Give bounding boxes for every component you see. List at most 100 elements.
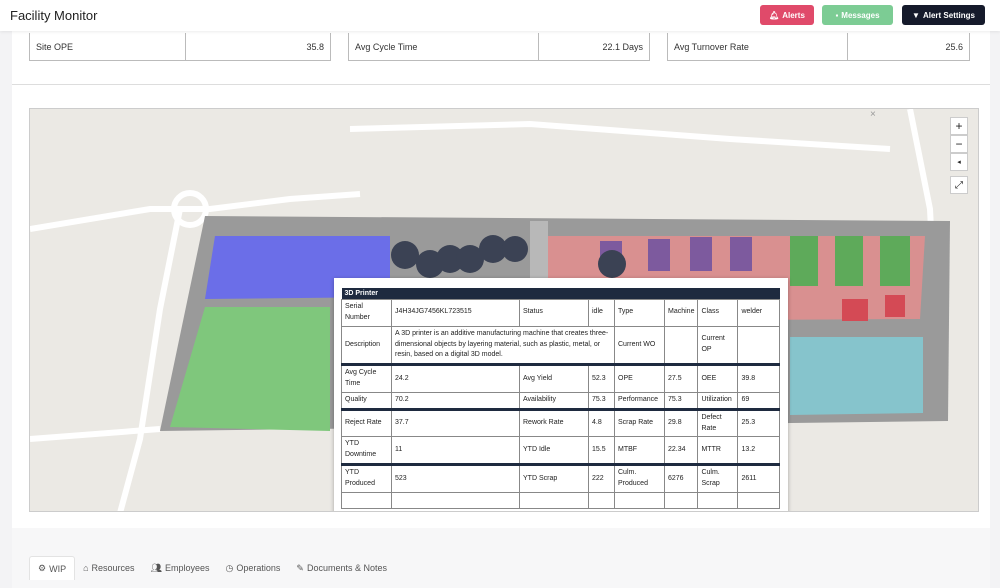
table-row: YTD Downtime 11 YTD Idle 15.5 MTBF 22.34 MTTR 1… xyxy=(341,436,780,466)
value: 52.3 xyxy=(588,363,615,393)
table-row: Avg Cycle Time 24.2 Avg Yield 52.3 OPE 27.5 OE… xyxy=(341,363,780,393)
tab-wip[interactable]: ⚙ WIP xyxy=(29,556,76,580)
tab-label: Resources xyxy=(91,563,135,573)
class-value: welder xyxy=(737,299,780,327)
label: Utilization xyxy=(697,391,739,410)
value: 6276 xyxy=(663,463,699,493)
tabs-area xyxy=(12,528,990,588)
alert-settings-button[interactable]: ▼ Alert Settings xyxy=(902,5,985,25)
road xyxy=(349,120,891,152)
empty-cell xyxy=(391,491,520,509)
tab-label: Operations xyxy=(236,563,281,573)
current-op-value xyxy=(737,325,780,366)
machine-marker-icon[interactable] xyxy=(479,235,507,263)
messages-button[interactable]: ▪ Messages xyxy=(822,5,893,25)
label: Scrap Rate xyxy=(614,407,665,438)
zoom-out-button[interactable]: − xyxy=(950,135,968,153)
messages-button-label: Messages xyxy=(841,10,880,20)
tab-bar: ⚙ WIP ⌂ Resources 👥︎ Employees ◷ Operations … xyxy=(29,556,395,580)
value: 222 xyxy=(588,463,615,493)
label: Serial Number xyxy=(341,299,392,327)
bell-icon: 🔔︎ xyxy=(769,10,780,20)
message-icon: ▪ xyxy=(835,10,839,20)
value: 11 xyxy=(391,436,520,466)
value: 22.34 xyxy=(663,436,699,466)
filter-icon: ▼ xyxy=(912,10,920,20)
machine-block[interactable] xyxy=(835,236,863,286)
value: 69 xyxy=(737,391,780,410)
value: 24.2 xyxy=(391,363,520,393)
table-row: YTD Produced 523 YTD Scrap 222 Culm. Produce… xyxy=(341,463,780,493)
metric-value: 22.1 Days xyxy=(602,41,643,52)
label: Type xyxy=(614,299,665,327)
current-wo-value xyxy=(663,325,699,366)
clock-icon: ◷ xyxy=(225,562,234,573)
close-icon[interactable]: × xyxy=(870,109,876,120)
value: 13.2 xyxy=(737,436,780,466)
machine-block[interactable] xyxy=(790,236,818,286)
zone-green[interactable] xyxy=(170,307,330,431)
machine-block[interactable] xyxy=(730,237,752,271)
label: YTD Downtime xyxy=(341,436,392,466)
road xyxy=(30,191,361,232)
compass-icon[interactable]: ◂ xyxy=(950,153,968,171)
metric-label: Site OPE xyxy=(30,33,186,60)
zone-teal[interactable] xyxy=(790,337,923,415)
table-row: Quality 70.2 Availability 75.3 Performance 75… xyxy=(341,391,780,410)
machine-details-table: 3D Printer Serial Number J4H34JG7456KL723… xyxy=(341,288,780,509)
home-icon: ⌂ xyxy=(83,563,89,573)
label: OEE xyxy=(697,363,739,393)
label: MTTR xyxy=(697,436,739,466)
alert-settings-button-label: Alert Settings xyxy=(922,10,975,20)
tab-label: Employees xyxy=(164,563,210,573)
tab-employees[interactable]: 👥︎ Employees xyxy=(143,556,218,580)
road xyxy=(30,426,161,442)
machine-block[interactable] xyxy=(648,239,670,271)
label: MTBF xyxy=(614,436,665,466)
tab-label: WIP xyxy=(49,563,67,574)
label: Avg Cycle Time xyxy=(341,363,392,393)
machine-block[interactable] xyxy=(842,299,868,321)
machine-marker-icon[interactable] xyxy=(436,245,464,273)
value: 523 xyxy=(391,463,520,493)
machine-marker-icon[interactable] xyxy=(502,236,528,262)
serial-number: J4H34JG7456KL723515 xyxy=(391,299,520,327)
label: Quality xyxy=(341,391,392,410)
label: Performance xyxy=(614,391,665,410)
label: YTD Idle xyxy=(519,436,589,466)
table-row xyxy=(341,491,780,509)
machine-block[interactable] xyxy=(880,236,910,286)
type-value: Machine xyxy=(663,299,699,327)
label: Reject Rate xyxy=(341,407,392,438)
gears-icon: ⚙ xyxy=(38,563,47,573)
empty-cell xyxy=(737,491,780,509)
tab-resources[interactable]: ⌂ Resources xyxy=(75,556,142,580)
zoom-in-button[interactable]: + xyxy=(950,117,968,135)
facility-map[interactable]: + − ◂ ⤢ × 3D Printer Serial Number J4H34J… xyxy=(29,108,979,512)
machine-marker-icon[interactable] xyxy=(391,241,419,269)
machines-green xyxy=(790,236,910,286)
machine-marker-icon[interactable] xyxy=(598,250,626,278)
value: 4.8 xyxy=(588,407,615,438)
label: Culm. Scrap xyxy=(697,463,739,493)
metric-label: Avg Turnover Rate xyxy=(668,33,848,60)
metric-label: Avg Cycle Time xyxy=(349,33,539,60)
machine-marker-icon[interactable] xyxy=(456,245,484,273)
status-value: idle xyxy=(588,299,615,327)
tab-operations[interactable]: ◷ Operations xyxy=(218,556,289,580)
label: Defect Rate xyxy=(697,407,739,438)
road xyxy=(117,208,183,511)
machine-block[interactable] xyxy=(690,237,712,271)
label: Culm. Produced xyxy=(614,463,665,493)
metric-value: 25.6 xyxy=(945,41,963,52)
description-value: A 3D printer is an additive manufacturin… xyxy=(391,325,615,366)
machine-block[interactable] xyxy=(885,295,905,317)
value: 25.3 xyxy=(737,407,780,438)
empty-cell xyxy=(519,491,589,509)
table-row: Description A 3D printer is an additive m… xyxy=(341,325,780,366)
alerts-button[interactable]: 🔔︎ Alerts xyxy=(760,5,814,25)
fullscreen-icon[interactable]: ⤢ xyxy=(950,176,968,194)
tab-label: Documents & Notes xyxy=(306,563,387,573)
tab-documents-notes[interactable]: ✎ Documents & Notes xyxy=(288,556,395,580)
users-icon: 👥︎ xyxy=(150,562,162,573)
